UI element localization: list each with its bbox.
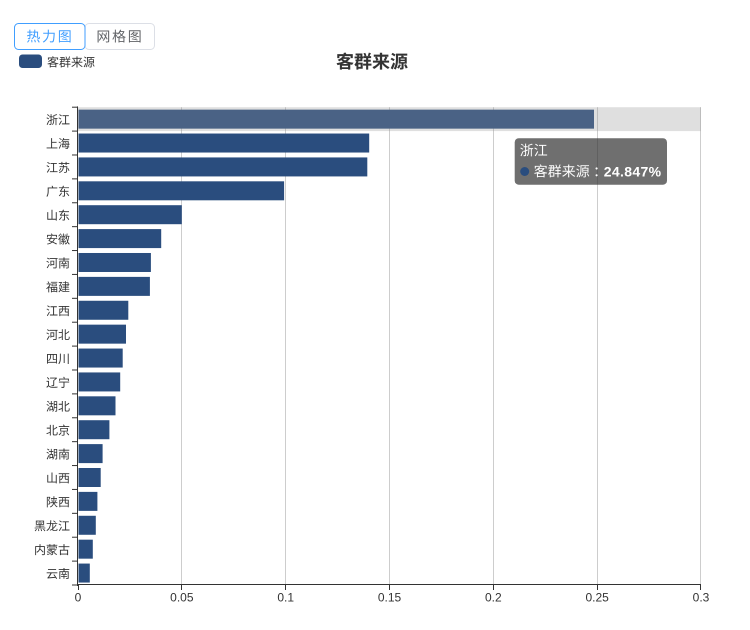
- svg-text:0.1: 0.1: [277, 591, 294, 605]
- svg-text:0.05: 0.05: [170, 591, 194, 605]
- svg-text:0: 0: [75, 591, 82, 605]
- svg-text:0.15: 0.15: [378, 591, 402, 605]
- svg-text:0.25: 0.25: [585, 591, 609, 605]
- svg-text:0.2: 0.2: [485, 591, 502, 605]
- svg-text:0.3: 0.3: [693, 591, 710, 605]
- svg-text:24.847%: 24.847%: [604, 163, 662, 179]
